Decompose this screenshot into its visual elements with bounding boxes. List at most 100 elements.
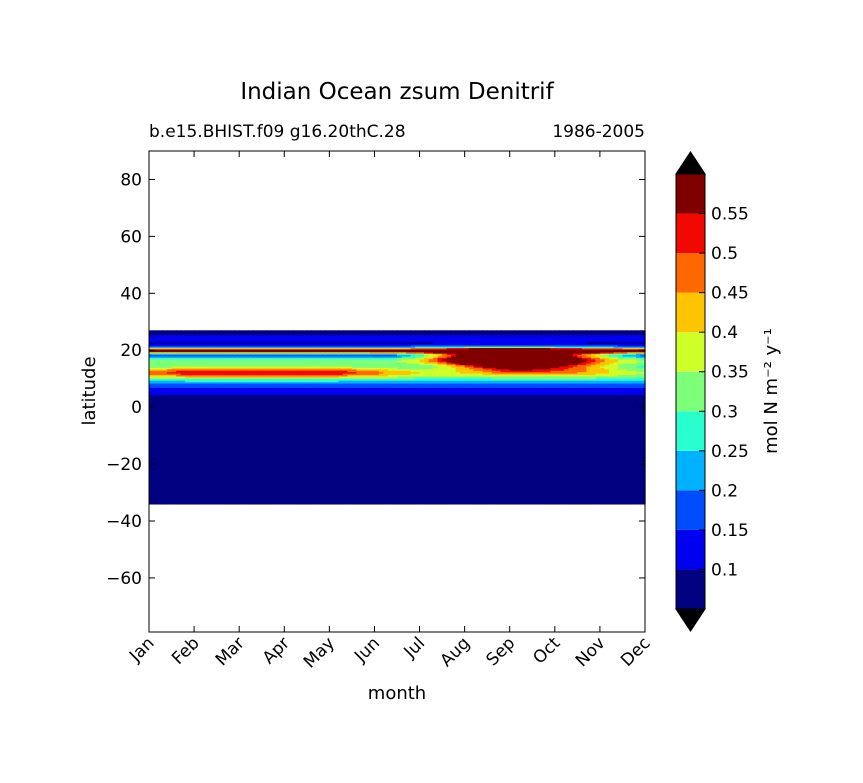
contour-cell: [442, 454, 448, 457]
contour-cell: [563, 495, 569, 498]
contour-cell: [167, 447, 173, 450]
contour-cell: [347, 445, 353, 448]
contour-cell: [536, 501, 542, 504]
contour-cell: [563, 464, 569, 467]
contour-cell: [266, 472, 272, 475]
contour-cell: [505, 465, 511, 468]
contour-cell: [568, 445, 574, 448]
contour-cell: [333, 441, 339, 444]
contour-cell: [505, 484, 511, 487]
contour-cell: [410, 493, 416, 496]
contour-cell: [523, 462, 529, 465]
contour-cell: [518, 476, 524, 479]
contour-cell: [595, 475, 601, 478]
contour-cell: [437, 496, 443, 499]
contour-cell: [293, 472, 299, 475]
contour-cell: [230, 498, 236, 501]
contour-cell: [167, 452, 173, 455]
contour-cell: [617, 472, 624, 475]
contour-cell: [527, 462, 533, 465]
contour-cell: [617, 465, 624, 468]
contour-cell: [563, 498, 569, 501]
contour-cell: [496, 492, 502, 495]
contour-cell: [342, 459, 348, 462]
contour-cell: [378, 485, 385, 488]
contour-cell: [469, 495, 475, 498]
contour-cell: [185, 482, 191, 485]
contour-cell: [225, 482, 231, 485]
contour-cell: [487, 447, 493, 450]
contour-cell: [590, 456, 596, 459]
contour-cell: [243, 496, 249, 499]
contour-cell: [446, 475, 452, 478]
contour-cell: [635, 475, 642, 478]
contour-cell: [442, 484, 448, 487]
contour-cell: [464, 501, 470, 504]
contour-cell: [234, 465, 240, 468]
contour-cell: [487, 461, 493, 464]
contour-cell: [333, 464, 339, 467]
contour-cell: [523, 479, 529, 482]
contour-cell: [433, 442, 439, 445]
contour-cell: [392, 464, 398, 467]
contour-cell: [635, 493, 642, 496]
contour-cell: [356, 482, 362, 485]
contour-cell: [572, 478, 578, 481]
contour-cell: [509, 472, 515, 475]
contour-cell: [550, 484, 556, 487]
contour-cell: [523, 447, 529, 450]
contour-cell: [397, 469, 403, 472]
contour-cell: [451, 478, 457, 481]
contour-cell: [297, 491, 303, 494]
contour-cell: [599, 472, 606, 475]
contour-cell: [464, 456, 470, 459]
contour-cell: [306, 466, 312, 469]
contour-cell: [351, 468, 358, 471]
contour-cell: [360, 489, 367, 492]
contour-cell: [279, 476, 285, 479]
contour-cell: [640, 499, 646, 502]
contour-cell: [383, 464, 389, 467]
contour-cell: [270, 488, 276, 491]
contour-cell: [541, 484, 547, 487]
contour-cell: [563, 445, 569, 448]
contour-cell: [185, 469, 191, 472]
contour-cell: [581, 501, 587, 504]
contour-cell: [329, 474, 335, 477]
contour-cell: [351, 476, 358, 479]
contour-cell: [248, 445, 254, 448]
contour-cell: [482, 452, 488, 455]
contour-cell: [572, 502, 578, 505]
contour-cell: [306, 486, 312, 489]
contour-cell: [523, 501, 529, 504]
contour-cell: [460, 485, 466, 488]
contour-cell: [221, 462, 227, 465]
contour-cell: [536, 482, 542, 485]
contour-cell: [360, 486, 367, 489]
contour-cell: [451, 482, 457, 485]
contour-cell: [487, 495, 493, 498]
contour-cell: [261, 489, 267, 492]
contour-cell: [356, 472, 362, 475]
contour-cell: [167, 485, 173, 488]
contour-cell: [324, 448, 330, 451]
contour-cell: [392, 448, 398, 451]
contour-cell: [306, 461, 312, 464]
contour-cell: [401, 464, 407, 467]
contour-cell: [360, 496, 367, 499]
contour-cell: [469, 482, 475, 485]
contour-cell: [279, 441, 285, 444]
contour-cell: [248, 474, 254, 477]
contour-cell: [536, 499, 542, 502]
contour-cell: [460, 451, 466, 454]
contour-cell: [338, 486, 344, 489]
contour-cell: [635, 458, 642, 461]
contour-cell: [243, 501, 249, 504]
contour-cell: [306, 478, 312, 481]
contour-cell: [374, 456, 380, 459]
contour-cell: [419, 502, 425, 505]
contour-cell: [523, 488, 529, 491]
contour-cell: [451, 471, 457, 474]
contour-cell: [176, 439, 182, 442]
